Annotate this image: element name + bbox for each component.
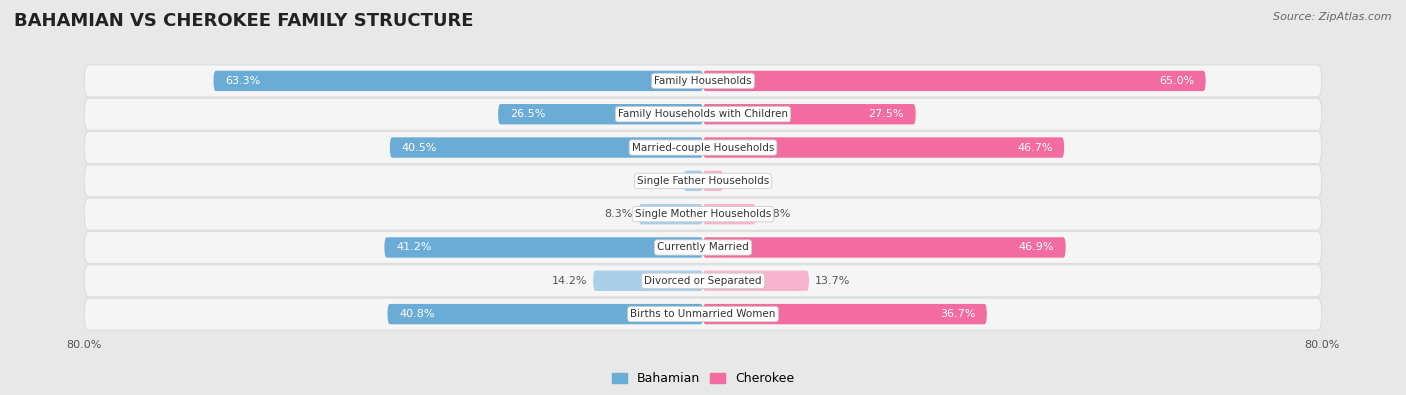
FancyBboxPatch shape xyxy=(703,304,987,324)
Text: 2.6%: 2.6% xyxy=(730,176,758,186)
Text: 13.7%: 13.7% xyxy=(815,276,851,286)
Text: 63.3%: 63.3% xyxy=(225,76,260,86)
FancyBboxPatch shape xyxy=(214,71,703,91)
Text: Family Households with Children: Family Households with Children xyxy=(619,109,787,119)
Text: Single Father Households: Single Father Households xyxy=(637,176,769,186)
FancyBboxPatch shape xyxy=(84,231,1322,263)
FancyBboxPatch shape xyxy=(84,98,1322,130)
FancyBboxPatch shape xyxy=(703,137,1064,158)
Text: 40.8%: 40.8% xyxy=(399,309,434,319)
FancyBboxPatch shape xyxy=(84,298,1322,330)
FancyBboxPatch shape xyxy=(498,104,703,124)
FancyBboxPatch shape xyxy=(703,271,808,291)
Text: Currently Married: Currently Married xyxy=(657,243,749,252)
Text: 41.2%: 41.2% xyxy=(396,243,432,252)
FancyBboxPatch shape xyxy=(84,265,1322,297)
Text: 36.7%: 36.7% xyxy=(939,309,976,319)
Text: Single Mother Households: Single Mother Households xyxy=(636,209,770,219)
FancyBboxPatch shape xyxy=(703,204,755,224)
Text: 65.0%: 65.0% xyxy=(1159,76,1194,86)
FancyBboxPatch shape xyxy=(703,171,723,191)
Text: BAHAMIAN VS CHEROKEE FAMILY STRUCTURE: BAHAMIAN VS CHEROKEE FAMILY STRUCTURE xyxy=(14,12,474,30)
FancyBboxPatch shape xyxy=(389,137,703,158)
Text: 6.8%: 6.8% xyxy=(762,209,790,219)
Text: 46.9%: 46.9% xyxy=(1018,243,1054,252)
FancyBboxPatch shape xyxy=(84,132,1322,164)
FancyBboxPatch shape xyxy=(84,65,1322,97)
FancyBboxPatch shape xyxy=(703,237,1066,258)
FancyBboxPatch shape xyxy=(703,104,915,124)
Text: Source: ZipAtlas.com: Source: ZipAtlas.com xyxy=(1274,12,1392,22)
FancyBboxPatch shape xyxy=(384,237,703,258)
Text: 2.5%: 2.5% xyxy=(650,176,678,186)
FancyBboxPatch shape xyxy=(84,198,1322,230)
Text: 14.2%: 14.2% xyxy=(551,276,588,286)
Text: 8.3%: 8.3% xyxy=(605,209,633,219)
Text: Married-couple Households: Married-couple Households xyxy=(631,143,775,152)
Text: 26.5%: 26.5% xyxy=(509,109,546,119)
Text: 27.5%: 27.5% xyxy=(869,109,904,119)
Text: Divorced or Separated: Divorced or Separated xyxy=(644,276,762,286)
FancyBboxPatch shape xyxy=(593,271,703,291)
Text: 46.7%: 46.7% xyxy=(1017,143,1053,152)
FancyBboxPatch shape xyxy=(683,171,703,191)
FancyBboxPatch shape xyxy=(84,165,1322,197)
FancyBboxPatch shape xyxy=(638,204,703,224)
FancyBboxPatch shape xyxy=(388,304,703,324)
Text: Family Households: Family Households xyxy=(654,76,752,86)
Text: Births to Unmarried Women: Births to Unmarried Women xyxy=(630,309,776,319)
Text: 40.5%: 40.5% xyxy=(402,143,437,152)
Legend: Bahamian, Cherokee: Bahamian, Cherokee xyxy=(607,367,799,390)
FancyBboxPatch shape xyxy=(703,71,1206,91)
